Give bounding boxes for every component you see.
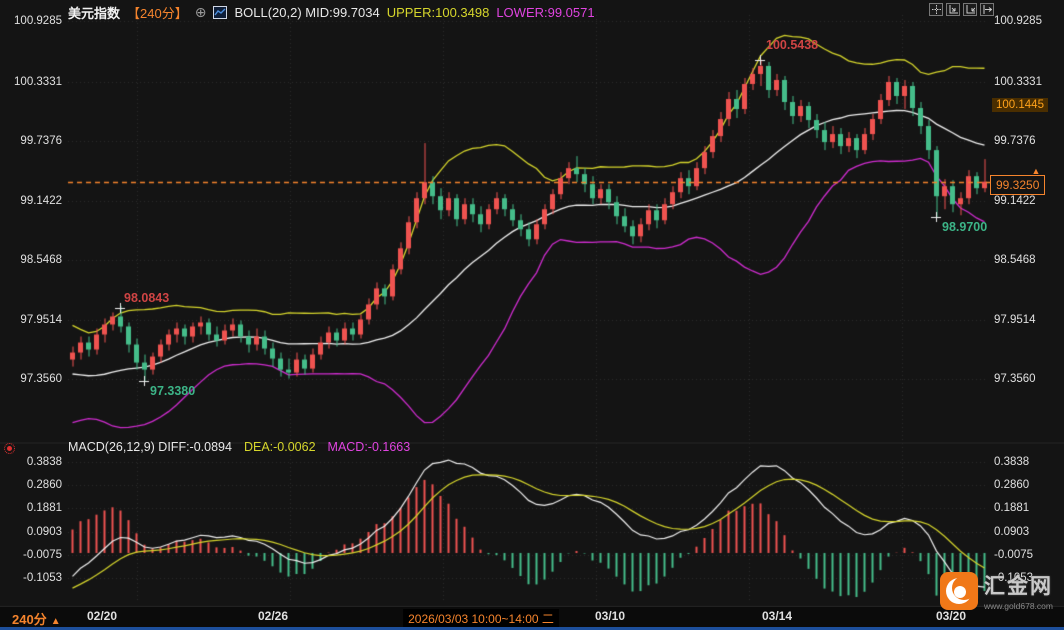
symbol-name: 美元指数 [68,5,121,21]
axis-label: 97.3560 [994,373,1036,385]
time-axis-bar: 240分 ▲ 02/20 02/26 2026/03/03 10:00~14:00 二… [0,607,1064,628]
axis-label: 0.3838 [994,456,1030,468]
axis-label: 100.9285 [14,15,62,27]
axis-label: 0.2860 [26,479,62,491]
site-url: www.gold678.com [984,601,1053,611]
axis-label: 99.7376 [20,135,62,147]
axis-label: 0.1881 [994,502,1030,514]
axis-label: -0.0075 [22,549,62,561]
time-tick: 03/20 [935,609,967,623]
price-extreme-annotation: 98.9700 [942,220,988,234]
pan-right-icon[interactable] [980,3,994,16]
period-dropdown-arrow-icon: ▲ [50,616,61,627]
axis-label: 99.1422 [994,195,1036,207]
axis-label: 0.2860 [994,479,1030,491]
price-extreme-annotation: 97.3380 [150,384,196,398]
price-extreme-annotation: 100.5438 [766,38,819,52]
selected-time-tick: 2026/03/03 10:00~14:00 二 [403,609,559,628]
axis-label: 100.3331 [14,76,62,88]
boll-mid-readout: BOLL(20,2) MID:99.7034 [234,4,380,20]
price-up-arrow-icon: ▲ [1031,166,1041,176]
site-name: 汇金网 [984,575,1053,598]
period-label: 240分 [12,612,47,627]
huijin-logo-icon [940,571,978,610]
axis-label: 99.7376 [994,135,1036,147]
axis-label: 0.0903 [994,526,1030,538]
current-price-tag: 99.3250 ▲ [990,166,1046,195]
time-tick: 03/14 [761,609,793,623]
axis-zoom-right-icon[interactable] [963,3,977,16]
macd-dea-readout: DEA:-0.0062 [243,440,316,454]
time-tick: 02/26 [257,609,289,623]
axis-label: 98.5468 [994,254,1036,266]
crosshair-tool-icon[interactable] [929,3,943,16]
axis-label: 100.3331 [994,76,1042,88]
boll-lower-readout: LOWER:99.0571 [496,4,595,20]
axis-label: -0.0075 [994,549,1034,561]
chart-type-icon[interactable] [213,5,228,19]
add-indicator-icon[interactable]: ⊕ [194,3,207,20]
axis-label: -0.1053 [994,572,1034,584]
axis-label: 0.3838 [26,456,62,468]
axis-label: 97.3560 [20,373,62,385]
macd-diff-readout: MACD(26,12,9) DIFF:-0.0894 [68,440,232,454]
axis-label: 97.9514 [994,314,1036,326]
upper-price-tag: 100.1445 [992,98,1048,112]
macd-value-readout: MACD:-0.1663 [327,440,411,454]
price-extreme-annotation: 98.0843 [124,291,170,305]
chart-toolbar [929,3,994,16]
axis-zoom-left-icon[interactable] [946,3,960,16]
axis-label: 97.9514 [20,314,62,326]
current-price-value: 99.3250 [996,178,1040,192]
macd-legend: MACD(26,12,9) DIFF:-0.0894 DEA:-0.0062 M… [68,440,410,454]
chart-header: 美元指数 【240分】 ⊕ BOLL(20,2) MID:99.7034 UPP… [68,3,595,21]
site-watermark: 汇金网 www.gold678.com [940,570,1053,611]
axis-label: 98.5468 [20,254,62,266]
time-tick: 03/10 [594,609,626,623]
time-tick: 02/20 [86,609,118,623]
axis-label: -0.1053 [22,572,62,584]
indicator-settings-icon[interactable] [4,443,15,454]
axis-label: 0.1881 [26,502,62,514]
period-dropdown[interactable]: 240分 ▲ [12,609,61,628]
period-selector[interactable]: 【240分】 [127,5,188,21]
axis-label: 100.9285 [994,15,1042,27]
axis-label: 0.0903 [26,526,62,538]
window-bottom-strip [0,627,1064,630]
boll-upper-readout: UPPER:100.3498 [386,4,490,20]
axis-label: 99.1422 [20,195,62,207]
